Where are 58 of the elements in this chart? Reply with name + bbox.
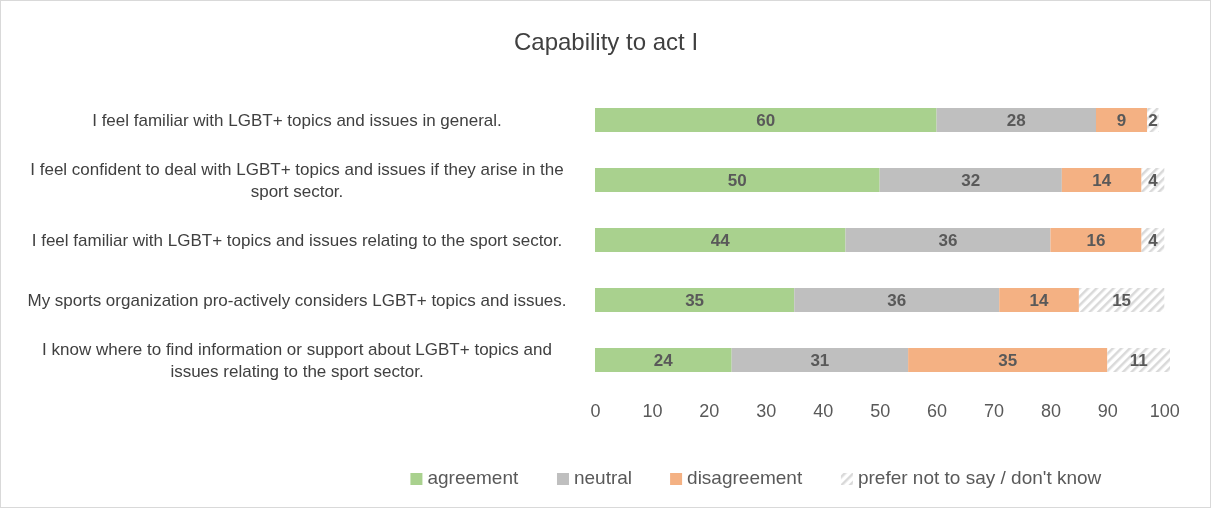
- x-tick-label: 30: [756, 400, 777, 421]
- bar: [595, 108, 937, 132]
- data-label: 35: [685, 291, 705, 310]
- data-label: 14: [1029, 291, 1050, 310]
- bar: [999, 288, 1079, 312]
- legend-label: agreement: [427, 467, 519, 488]
- data-label: 15: [1112, 291, 1132, 310]
- data-label: 31: [810, 351, 830, 370]
- x-tick-label: 100: [1149, 400, 1180, 421]
- bar: [731, 348, 909, 372]
- bar: [1095, 108, 1148, 132]
- data-label: 28: [1006, 111, 1026, 130]
- bar: [1061, 168, 1142, 192]
- bar: [879, 168, 1062, 192]
- bar: [595, 168, 880, 192]
- data-label: 36: [938, 231, 958, 250]
- x-tick-label: 40: [813, 400, 834, 421]
- legend-label: neutral: [573, 467, 633, 488]
- x-tick-label: 0: [590, 400, 601, 421]
- bar: [595, 348, 732, 372]
- y-tick-label: My sports organization pro-actively considers LGBT+ topics and issues.: [27, 291, 567, 310]
- legend-label: disagreement: [687, 467, 803, 488]
- y-tick-label: I feel confident to deal with LGBT+ topics and issues if they arise in the sport sector.: [30, 160, 564, 201]
- x-tick-label: 60: [927, 400, 948, 421]
- data-label: 4: [1148, 171, 1159, 190]
- bar: [1078, 288, 1165, 312]
- data-label: 60: [756, 111, 776, 130]
- x-tick-label: 20: [699, 400, 720, 421]
- data-label: 50: [727, 171, 747, 190]
- bar: [845, 228, 1051, 252]
- data-label: 35: [998, 351, 1018, 370]
- data-label: 16: [1086, 231, 1106, 250]
- data-label: 11: [1129, 351, 1148, 370]
- x-tick-label: 90: [1097, 400, 1118, 421]
- y-tick-label: I feel familiar with LGBT+ topics and issues relating to the sport sector.: [31, 231, 563, 250]
- bar: [595, 288, 795, 312]
- data-label: 9: [1116, 111, 1127, 130]
- bar: [1107, 348, 1170, 372]
- x-tick-label: 50: [870, 400, 891, 421]
- data-label: 32: [961, 171, 981, 190]
- x-tick-label: 10: [642, 400, 663, 421]
- y-tick-label: I feel familiar with LGBT+ topics and issues in general.: [92, 111, 502, 130]
- data-label: 36: [887, 291, 907, 310]
- bar: [595, 228, 846, 252]
- legend-label: prefer not to say / don't know: [857, 467, 1102, 488]
- data-label: 24: [653, 351, 674, 370]
- x-tick-label: 70: [984, 400, 1005, 421]
- x-tick-label: 80: [1040, 400, 1061, 421]
- bar: [908, 348, 1108, 372]
- bar: [794, 288, 1000, 312]
- data-label: 4: [1148, 231, 1159, 250]
- chart-title: Capability to act I: [513, 28, 699, 55]
- bar: [936, 108, 1096, 132]
- bar: [1050, 228, 1142, 252]
- data-label: 44: [710, 231, 731, 250]
- y-tick-label: I know where to find information or support about LGBT+ topics and issues relating to the sport sector.: [42, 340, 552, 381]
- data-label: 14: [1092, 171, 1112, 190]
- data-label: 2: [1148, 111, 1158, 130]
